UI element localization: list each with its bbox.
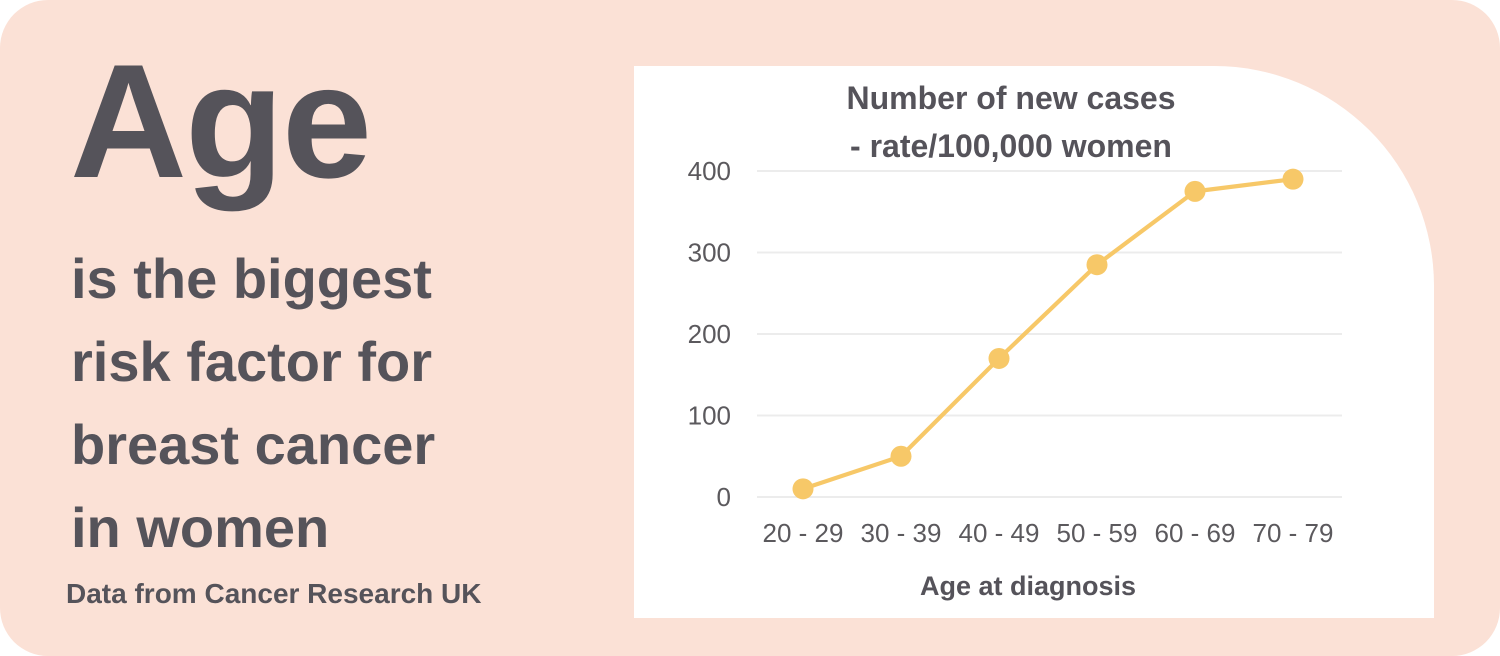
chart-panel: 0 100 200 300 400 20 - 29 30 - 39 40 - 49 50 - 5… (634, 66, 1434, 618)
subheadline-line: is the biggest (71, 247, 432, 310)
data-point (1086, 254, 1108, 276)
y-tick-label: 300 (688, 238, 731, 268)
y-tick-label: 400 (688, 156, 731, 186)
x-tick-label: 20 - 29 (763, 518, 844, 548)
y-tick-label: 100 (688, 401, 731, 431)
data-point (988, 347, 1010, 369)
data-point (1282, 168, 1304, 190)
x-axis-title: Age at diagnosis (920, 571, 1136, 601)
y-tick-label: 0 (717, 482, 731, 512)
x-tick-label: 50 - 59 (1057, 518, 1138, 548)
trend-line (800, 177, 1296, 491)
data-point (792, 478, 814, 500)
data-source-credit: Data from Cancer Research UK (66, 578, 482, 609)
data-point (890, 445, 912, 467)
chart-title: Number of new cases - rate/100,000 women (847, 74, 1176, 170)
chart-title-line: Number of new cases (846, 80, 1176, 116)
x-tick-label: 30 - 39 (861, 518, 942, 548)
headline-age: Age (70, 31, 372, 212)
y-tick-label: 200 (688, 319, 731, 349)
subheadline: is the biggest risk factor for breast ca… (71, 237, 435, 569)
chart-title-line: - rate/100,000 women (850, 128, 1172, 164)
subheadline-line: breast cancer (71, 413, 436, 476)
data-point (1184, 180, 1206, 202)
x-tick-label: 70 - 79 (1253, 518, 1334, 548)
x-tick-label: 60 - 69 (1155, 518, 1236, 548)
line-chart: 0 100 200 300 400 20 - 29 30 - 39 40 - 49 50 - 5… (688, 156, 1342, 601)
subheadline-line: risk factor for (71, 330, 432, 393)
x-tick-label: 40 - 49 (959, 518, 1040, 548)
subheadline-line: in women (71, 496, 330, 559)
